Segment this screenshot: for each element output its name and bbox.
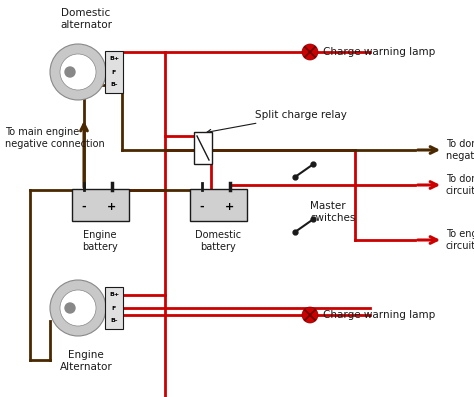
Text: Master
switches: Master switches [310, 201, 356, 223]
Text: To domestic
negative busbar: To domestic negative busbar [446, 139, 474, 161]
Circle shape [302, 307, 318, 323]
Text: Domestic
battery: Domestic battery [195, 230, 241, 252]
Text: Engine
Alternator: Engine Alternator [60, 350, 112, 372]
Text: +: + [225, 202, 235, 212]
Text: To main engine
negative connection: To main engine negative connection [5, 127, 105, 149]
Text: F: F [112, 306, 116, 310]
FancyBboxPatch shape [72, 189, 129, 221]
Circle shape [60, 54, 96, 90]
Text: Charge warning lamp: Charge warning lamp [323, 310, 435, 320]
Circle shape [65, 67, 75, 77]
Circle shape [60, 290, 96, 326]
Text: -: - [200, 202, 204, 212]
Text: B-: B- [110, 83, 118, 87]
Text: Charge warning lamp: Charge warning lamp [323, 47, 435, 57]
Circle shape [302, 44, 318, 60]
Text: F: F [112, 69, 116, 75]
Circle shape [65, 303, 75, 313]
Text: Engine
battery: Engine battery [82, 230, 118, 252]
Text: B+: B+ [109, 293, 119, 297]
Text: Split charge relay: Split charge relay [207, 110, 347, 133]
Text: B-: B- [110, 318, 118, 324]
Text: -: - [82, 202, 86, 212]
Text: B+: B+ [109, 56, 119, 62]
Text: To domestic
circuits: To domestic circuits [446, 174, 474, 196]
FancyBboxPatch shape [194, 132, 212, 164]
Circle shape [50, 280, 106, 336]
Circle shape [50, 44, 106, 100]
Text: +: + [108, 202, 117, 212]
Text: Domestic
alternator: Domestic alternator [60, 8, 112, 30]
FancyBboxPatch shape [105, 51, 123, 93]
FancyBboxPatch shape [190, 189, 247, 221]
Text: To engine
circuits: To engine circuits [446, 229, 474, 251]
FancyBboxPatch shape [105, 287, 123, 329]
